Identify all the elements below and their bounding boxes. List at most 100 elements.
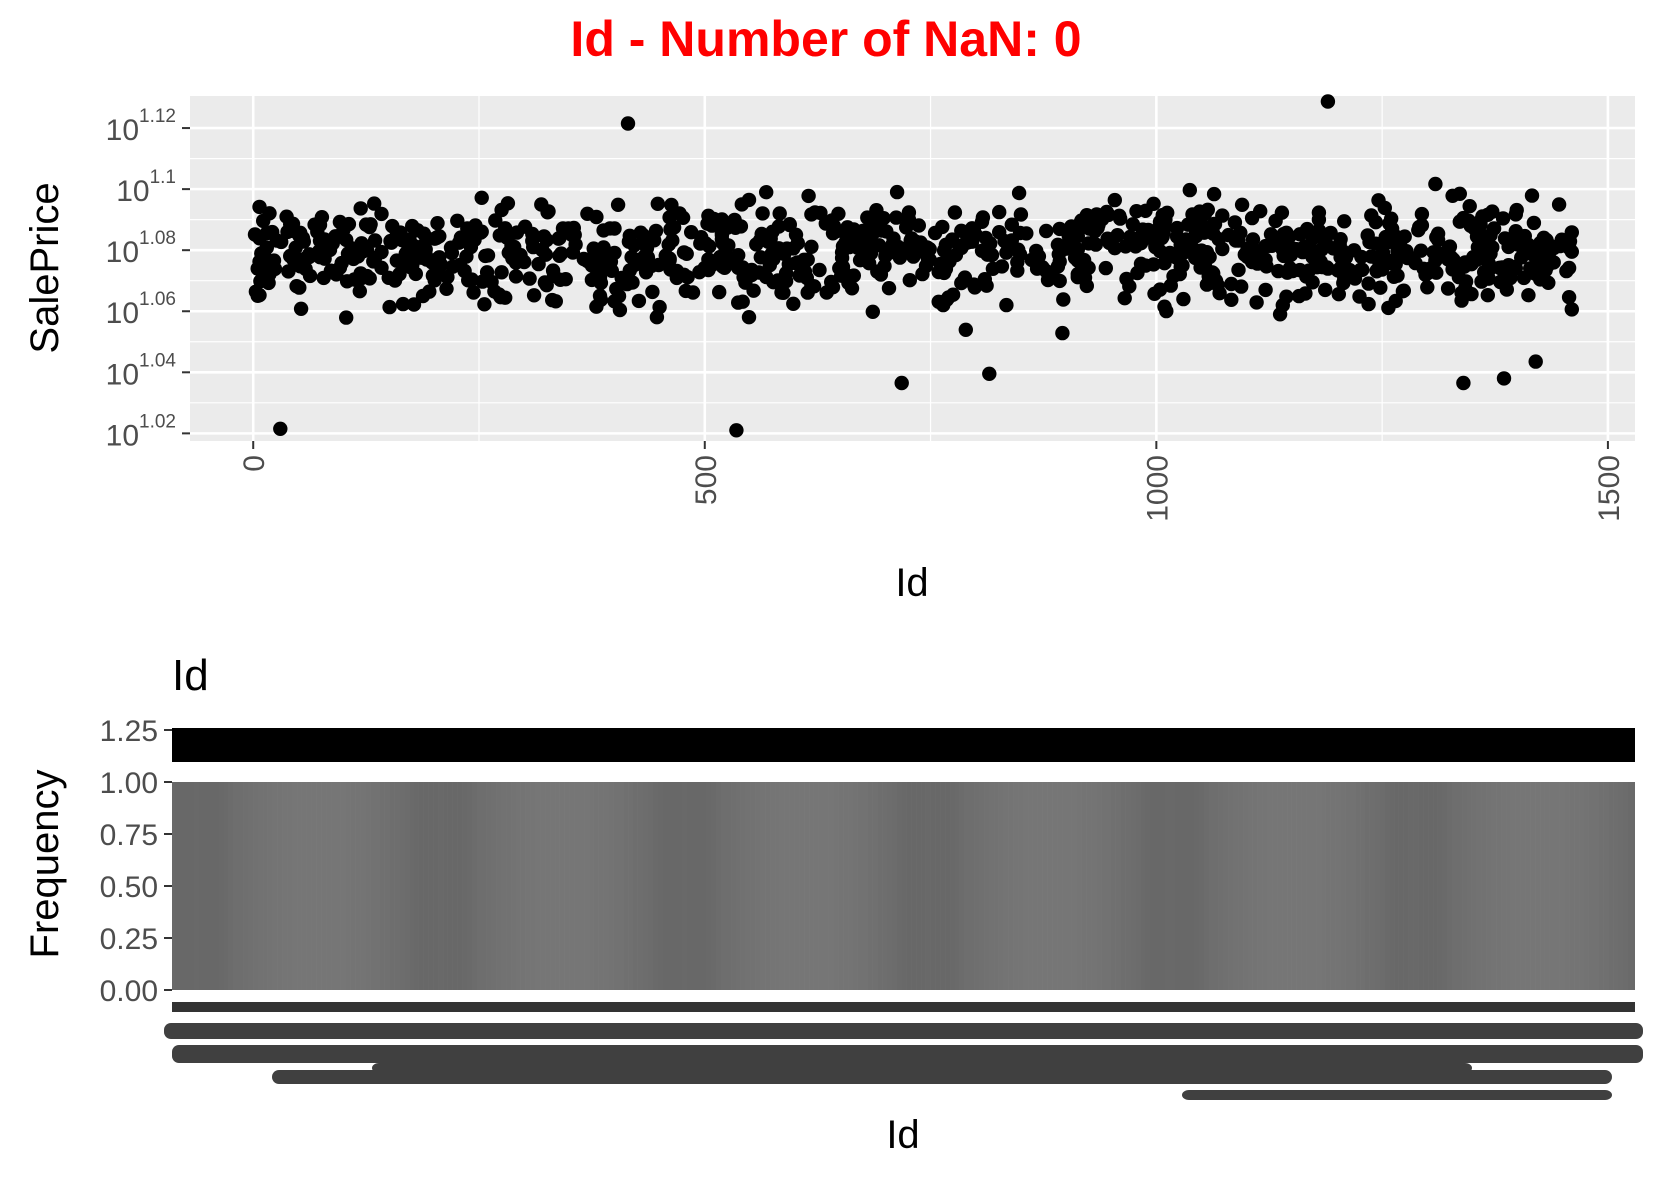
bar [1171, 782, 1172, 990]
bar [1480, 782, 1482, 990]
data-point [1258, 282, 1273, 298]
bar [1528, 782, 1530, 990]
data-point [1206, 186, 1222, 202]
bar [367, 782, 369, 990]
bar [1274, 782, 1276, 990]
bar [1112, 782, 1114, 990]
bar [1197, 782, 1198, 990]
bar [1462, 782, 1464, 990]
data-point [631, 293, 647, 309]
bar [672, 782, 673, 990]
bar [1151, 782, 1152, 990]
bar [1157, 782, 1158, 990]
data-point [1061, 228, 1076, 243]
bar [304, 782, 306, 990]
bar [332, 782, 334, 990]
bar [742, 782, 744, 990]
bar [710, 782, 711, 990]
bar [818, 782, 820, 990]
bar [804, 782, 806, 990]
bar [1289, 782, 1291, 990]
y-tick-label: 101.12 [106, 106, 176, 147]
bar [311, 782, 313, 990]
bar [928, 782, 930, 990]
data-point [252, 258, 267, 274]
data-point [256, 213, 271, 229]
bar [1461, 782, 1463, 990]
bar [1127, 782, 1129, 990]
bar [972, 782, 974, 990]
bar [195, 782, 196, 990]
bar [703, 782, 704, 990]
bar [1564, 782, 1566, 990]
bar [340, 782, 342, 990]
bar [1602, 782, 1604, 990]
bar [660, 782, 661, 990]
bar [1219, 782, 1221, 990]
bar [891, 782, 893, 990]
bar [1422, 782, 1424, 990]
bar [253, 782, 255, 990]
bar [1617, 782, 1619, 990]
bar [1502, 782, 1504, 990]
bar [356, 782, 358, 990]
bar [1251, 782, 1253, 990]
bar [418, 782, 420, 990]
bar [874, 782, 876, 990]
bar [1396, 782, 1398, 990]
bar [212, 782, 213, 990]
bar [483, 782, 485, 990]
bar [1328, 782, 1330, 990]
bar [985, 782, 987, 990]
data-point [522, 271, 537, 286]
bar [786, 782, 788, 990]
bar [961, 782, 963, 990]
bar [1401, 782, 1403, 990]
bar [1094, 782, 1096, 990]
bar [190, 782, 191, 990]
bar [570, 782, 572, 990]
data-point [942, 254, 957, 269]
data-point [405, 218, 420, 234]
bar [781, 782, 783, 990]
bar [1479, 782, 1481, 990]
bar [1440, 782, 1442, 990]
bar [1052, 782, 1054, 990]
bar [794, 782, 796, 990]
bar [482, 782, 484, 990]
scatter-x-axis-title: Id [895, 561, 928, 605]
bar [1524, 782, 1526, 990]
bar [389, 782, 391, 990]
bar [885, 782, 887, 990]
data-point [931, 264, 946, 280]
bar [207, 782, 208, 990]
bar [1580, 782, 1582, 990]
bar [1051, 782, 1053, 990]
bar [659, 782, 660, 990]
bar [1530, 782, 1532, 990]
bar [878, 782, 880, 990]
bar [757, 782, 759, 990]
bar [825, 782, 827, 990]
bar [404, 782, 406, 990]
bar [1294, 782, 1296, 990]
x-tick-label: 0 [238, 455, 271, 472]
data-point [494, 265, 509, 280]
bar [1148, 782, 1149, 990]
bar [845, 782, 847, 990]
bar [197, 782, 198, 990]
bar [557, 782, 559, 990]
bar [933, 782, 935, 990]
data-point [1113, 211, 1128, 226]
data-point [936, 297, 951, 313]
data-point [259, 240, 274, 255]
bar [1472, 782, 1474, 990]
data-point [902, 273, 917, 288]
bar [919, 782, 921, 990]
bar [1627, 782, 1629, 990]
bar [1007, 782, 1009, 990]
bar [494, 782, 496, 990]
bar [317, 782, 319, 990]
bar [829, 782, 831, 990]
bar [663, 782, 664, 990]
